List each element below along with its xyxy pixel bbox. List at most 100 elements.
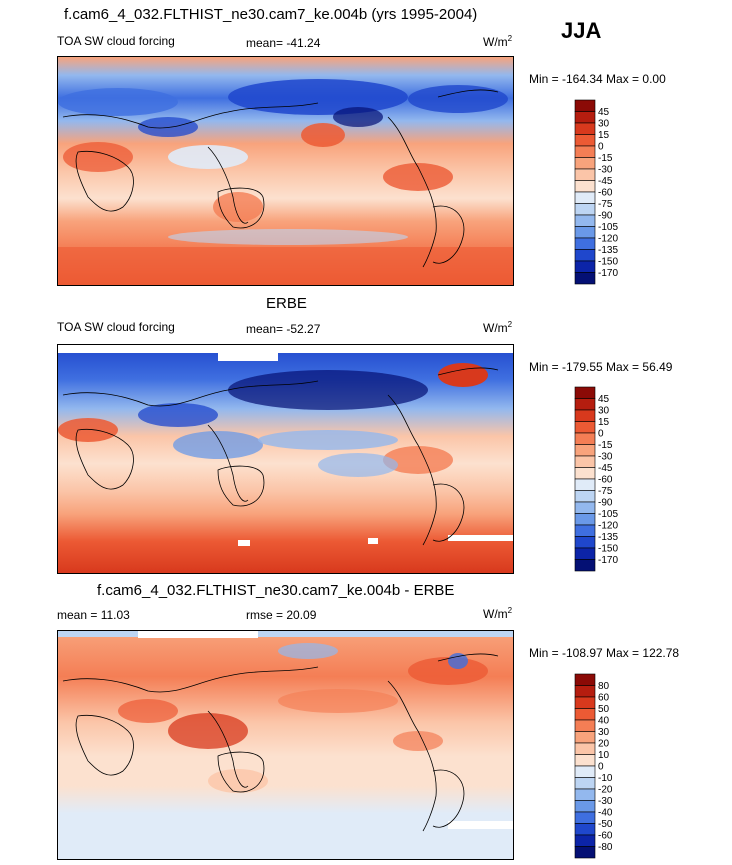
colorbar-swatch <box>574 478 596 491</box>
colorbar-swatch <box>574 444 596 457</box>
colorbar-tick-label: 15 <box>598 130 610 141</box>
colorbar-swatch <box>574 823 596 836</box>
panel3-units: W/m2 <box>483 606 513 621</box>
colorbar-swatch <box>574 386 596 399</box>
panel1-title: f.cam6_4_032.FLTHIST_ne30.cam7_ke.004b (… <box>64 6 478 23</box>
colorbar-swatch <box>574 777 596 790</box>
colorbar-tick-label: -105 <box>598 222 618 233</box>
colorbar-tick-label: -135 <box>598 532 618 543</box>
colorbar-tick-label: 40 <box>598 716 610 727</box>
colorbar-swatch <box>574 834 596 847</box>
panel3-minmax: Min = -108.97 Max = 122.78 <box>529 646 680 660</box>
colorbar-tick-label: 30 <box>598 406 610 417</box>
panel2-mean-label: mean= -52.27 <box>246 322 321 336</box>
colorbar-tick-label: 0 <box>598 762 604 773</box>
colorbar-tick-label: -45 <box>598 463 613 474</box>
colorbar-tick-label: 45 <box>598 107 610 118</box>
colorbar-tick-label: -120 <box>598 234 618 245</box>
colorbar-swatch <box>574 731 596 744</box>
colorbar-tick-label: -90 <box>598 498 613 509</box>
colorbar-tick-label: 15 <box>598 417 610 428</box>
colorbar-swatch <box>574 800 596 813</box>
panel3-colorbar: 80 60 50 40 30 20 10 0 -10 -20 -30 -40 -50 -60 -80 <box>574 673 695 859</box>
colorbar-tick-label: -170 <box>598 268 618 279</box>
colorbar-swatch <box>574 547 596 560</box>
colorbar-swatch <box>574 421 596 434</box>
colorbar-swatch <box>574 524 596 537</box>
colorbar-swatch <box>574 685 596 698</box>
panel1-variable-label: TOA SW cloud forcing <box>57 34 175 48</box>
colorbar-swatch <box>574 513 596 526</box>
colorbar-tick-label: 50 <box>598 704 610 715</box>
colorbar-tick-label: 60 <box>598 693 610 704</box>
colorbar-tick-label: -10 <box>598 773 613 784</box>
panel2-units: W/m2 <box>483 320 513 335</box>
colorbar-tick-label: -170 <box>598 555 618 566</box>
colorbar-swatch <box>574 180 596 193</box>
colorbar-swatch <box>574 846 596 859</box>
panel3-map <box>57 630 514 860</box>
colorbar-tick-label: -120 <box>598 521 618 532</box>
colorbar-swatch <box>574 249 596 262</box>
colorbar-swatch <box>574 788 596 801</box>
colorbar-swatch <box>574 203 596 216</box>
panel2-colorbar: 45 30 15 0 -15 -30 -45 -60 -75 -90 -105 -120 -135 -15… <box>574 386 695 572</box>
colorbar-tick-label: -80 <box>598 842 613 853</box>
colorbar-swatch <box>574 754 596 767</box>
colorbar-tick-label: -30 <box>598 165 613 176</box>
colorbar-tick-label: 30 <box>598 727 610 738</box>
colorbar-swatch <box>574 237 596 250</box>
colorbar-tick-label: -45 <box>598 176 613 187</box>
colorbar-tick-label: -60 <box>598 475 613 486</box>
colorbar-tick-label: -30 <box>598 452 613 463</box>
colorbar-swatch <box>574 111 596 124</box>
panel2-map <box>57 344 514 574</box>
colorbar-swatch <box>574 742 596 755</box>
colorbar-tick-label: -90 <box>598 211 613 222</box>
colorbar-tick-label: 30 <box>598 119 610 130</box>
colorbar-tick-label: -60 <box>598 188 613 199</box>
colorbar-tick-label: -135 <box>598 245 618 256</box>
colorbar-tick-label: -105 <box>598 509 618 520</box>
colorbar-tick-label: 10 <box>598 750 610 761</box>
panel2-minmax: Min = -179.55 Max = 56.49 <box>529 360 673 374</box>
season-label: JJA <box>561 18 602 43</box>
colorbar-swatch <box>574 260 596 273</box>
panel2-title: ERBE <box>266 295 307 312</box>
colorbar-swatch <box>574 673 596 686</box>
panel3-mean-label: mean = 11.03 <box>57 608 130 622</box>
colorbar-tick-label: -150 <box>598 544 618 555</box>
panel2-variable-label: TOA SW cloud forcing <box>57 320 175 334</box>
panel1-colorbar: 45 30 15 0 -15 -30 -45 -60 -75 -90 -105 -120 -135 -15… <box>574 99 695 285</box>
panel3-title: f.cam6_4_032.FLTHIST_ne30.cam7_ke.004b -… <box>97 582 455 599</box>
colorbar-swatch <box>574 719 596 732</box>
colorbar-tick-label: -75 <box>598 486 613 497</box>
panel1-mean-label: mean= -41.24 <box>246 36 321 50</box>
colorbar-swatch <box>574 811 596 824</box>
colorbar-swatch <box>574 467 596 480</box>
panel3-rmse-label: rmse = 20.09 <box>246 608 317 622</box>
colorbar-tick-label: -60 <box>598 831 613 842</box>
colorbar-tick-label: 0 <box>598 142 604 153</box>
colorbar-swatch <box>574 272 596 285</box>
colorbar-tick-label: -75 <box>598 199 613 210</box>
panel1-minmax: Min = -164.34 Max = 0.00 <box>529 72 666 86</box>
colorbar-tick-label: 20 <box>598 739 610 750</box>
colorbar-swatch <box>574 696 596 709</box>
colorbar-tick-label: 45 <box>598 394 610 405</box>
colorbar-swatch <box>574 708 596 721</box>
colorbar-tick-label: -15 <box>598 153 613 164</box>
colorbar-tick-label: 0 <box>598 429 604 440</box>
panel1-map <box>57 56 514 286</box>
colorbar-tick-label: 80 <box>598 681 610 692</box>
colorbar-swatch <box>574 191 596 204</box>
colorbar-swatch <box>574 145 596 158</box>
colorbar-swatch <box>574 226 596 239</box>
colorbar-swatch <box>574 134 596 147</box>
colorbar-tick-label: -40 <box>598 808 613 819</box>
colorbar-swatch <box>574 214 596 227</box>
colorbar-tick-label: -150 <box>598 257 618 268</box>
colorbar-tick-label: -30 <box>598 796 613 807</box>
colorbar-swatch <box>574 122 596 135</box>
colorbar-swatch <box>574 765 596 778</box>
